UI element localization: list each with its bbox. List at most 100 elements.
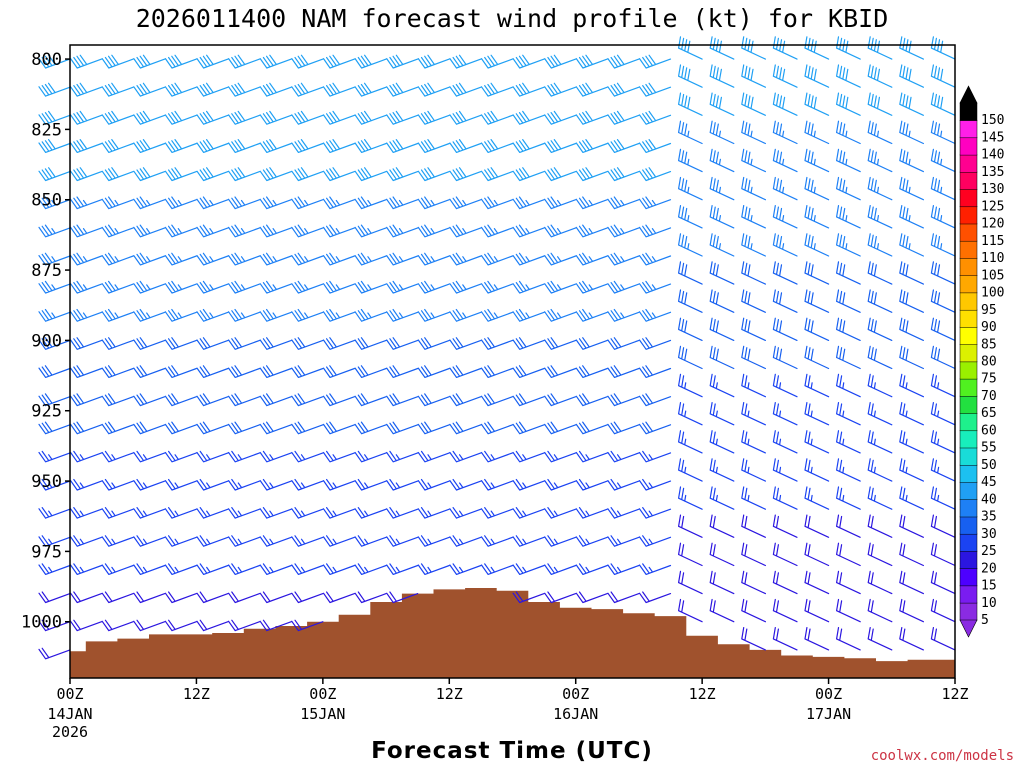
- wind-barb: [386, 591, 419, 604]
- wind-barb: [417, 196, 450, 210]
- wind-barb: [417, 535, 450, 547]
- wind-barb: [741, 64, 766, 88]
- wind-barb: [607, 308, 640, 322]
- wind-barb: [38, 478, 71, 491]
- wind-barb: [899, 261, 924, 285]
- wind-barb: [899, 289, 924, 313]
- wind-barb: [196, 619, 229, 632]
- wind-barb: [575, 110, 608, 125]
- wind-barb: [164, 224, 197, 238]
- wind-barb: [709, 542, 735, 567]
- wind-barb: [259, 450, 292, 463]
- colorbar-label: 115: [981, 234, 1004, 249]
- wind-barb: [512, 535, 545, 547]
- wind-barb: [638, 507, 672, 519]
- wind-barb: [386, 563, 419, 575]
- wind-barb: [133, 139, 166, 153]
- wind-barb: [804, 36, 830, 60]
- wind-barb: [638, 535, 672, 547]
- wind-barb: [899, 598, 924, 623]
- colorbar-segment: [959, 568, 978, 587]
- wind-barb: [899, 148, 924, 173]
- wind-barb: [867, 317, 893, 341]
- wind-barb: [544, 507, 577, 519]
- wind-barb: [70, 167, 103, 182]
- wind-barb: [678, 36, 703, 60]
- wind-barb: [70, 450, 103, 463]
- wind-barb: [322, 110, 356, 125]
- wind-barb: [291, 393, 324, 407]
- wind-barb: [417, 82, 450, 97]
- wind-barb: [607, 507, 640, 519]
- wind-barb: [544, 308, 577, 322]
- wind-barb: [899, 514, 924, 538]
- wind-barb: [741, 402, 766, 426]
- wind-barb: [544, 393, 577, 407]
- wind-barb: [867, 627, 893, 651]
- colorbar-label: 45: [981, 475, 997, 490]
- wind-barb: [836, 176, 861, 201]
- wind-barb: [449, 308, 482, 322]
- wind-barb: [291, 563, 324, 575]
- wind-barb: [228, 54, 261, 69]
- wind-barb: [544, 139, 577, 153]
- colorbar-lower-arrow: [959, 619, 978, 638]
- wind-barb: [575, 421, 608, 435]
- wind-barb: [772, 627, 798, 651]
- wind-barb: [259, 54, 292, 69]
- wind-barb: [709, 514, 735, 538]
- wind-barb: [417, 450, 450, 463]
- wind-barb: [678, 430, 703, 454]
- wind-barb: [512, 421, 545, 435]
- wind-barb: [638, 393, 672, 407]
- wind-barb: [101, 450, 134, 463]
- wind-barb: [38, 507, 71, 519]
- wind-barb: [607, 450, 640, 463]
- wind-barb: [101, 110, 134, 125]
- wind-barb: [38, 224, 71, 238]
- wind-barb: [741, 514, 766, 538]
- wind-barb: [638, 591, 672, 604]
- wind-barb: [867, 542, 893, 567]
- wind-barb: [38, 337, 71, 350]
- wind-barb: [709, 598, 735, 623]
- wind-barb: [741, 458, 766, 482]
- wind-barb: [196, 337, 229, 350]
- wind-barb: [291, 196, 324, 210]
- colorbar-segment: [959, 309, 978, 328]
- wind-barb: [804, 627, 830, 651]
- wind-barb: [899, 317, 924, 341]
- wind-barb: [575, 196, 608, 210]
- wind-barb: [638, 252, 672, 266]
- wind-barb: [607, 139, 640, 153]
- wind-barb: [709, 176, 735, 201]
- x-tick-label: 00Z: [56, 685, 83, 703]
- wind-barb: [101, 421, 134, 435]
- wind-barb: [867, 430, 893, 454]
- wind-barb: [607, 393, 640, 407]
- wind-barb: [772, 205, 798, 229]
- y-tick-label: 1000: [21, 613, 62, 633]
- wind-barb: [575, 337, 608, 350]
- wind-barb: [867, 514, 893, 538]
- wind-barb: [575, 365, 608, 378]
- wind-barb: [259, 365, 292, 378]
- x-tick-label: 12Z: [689, 685, 716, 703]
- wind-barb: [417, 280, 450, 294]
- wind-barb: [259, 224, 292, 238]
- wind-barb: [772, 542, 798, 567]
- wind-barb: [772, 598, 798, 623]
- terrain-fill: [70, 588, 955, 678]
- wind-barb: [386, 535, 419, 547]
- wind-barb: [480, 167, 514, 182]
- wind-barb: [322, 478, 356, 491]
- wind-barb: [678, 205, 703, 229]
- wind-barb: [386, 507, 419, 519]
- wind-barb: [354, 591, 387, 604]
- wind-barb: [164, 337, 197, 350]
- wind-barb: [291, 478, 324, 491]
- x-tick-date-label: 2026: [52, 723, 88, 741]
- wind-barb: [133, 110, 166, 125]
- wind-barb: [354, 110, 387, 125]
- colorbar-label: 130: [981, 182, 1004, 197]
